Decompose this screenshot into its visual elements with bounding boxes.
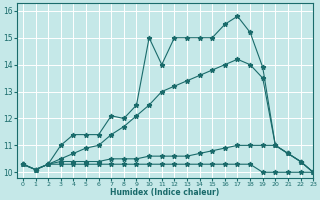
- X-axis label: Humidex (Indice chaleur): Humidex (Indice chaleur): [110, 188, 220, 197]
